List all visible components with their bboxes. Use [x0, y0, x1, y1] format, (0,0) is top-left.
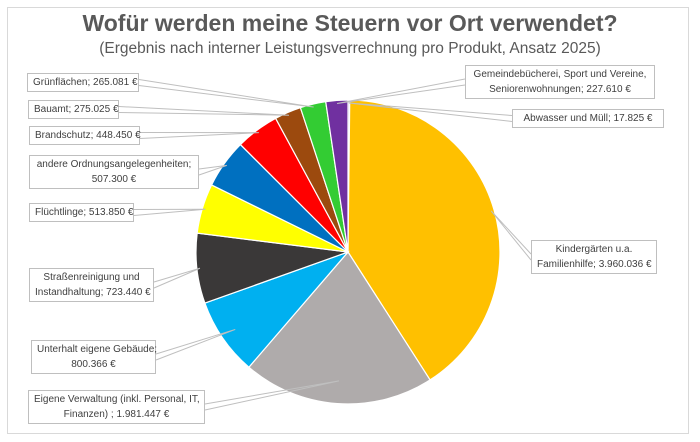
data-label: Brandschutz; 448.450 € — [29, 126, 141, 145]
data-label-line: Straßenreinigung und — [43, 272, 140, 283]
data-label-line: Familienhilfe; 3.960.036 € — [537, 259, 652, 270]
pie-slice — [325, 99, 349, 253]
data-label: Gemeindebücherei, Sport und Vereine, Seni… — [465, 65, 655, 99]
leader-line — [133, 208, 206, 216]
leader-line — [336, 78, 466, 104]
leader-line — [153, 267, 201, 289]
data-label: Straßenreinigung und Instandhaltung; 723.… — [29, 268, 154, 302]
data-label-line: Gemeindebücherei, Sport und Vereine, — [473, 69, 647, 80]
chart-frame — [7, 7, 689, 434]
data-label-line: Flüchtlinge; 513.850 € — [35, 207, 134, 218]
data-label: Bauamt; 275.025 € — [28, 100, 119, 119]
data-label: Flüchtlinge; 513.850 € — [29, 203, 134, 222]
data-label: Eigene Verwaltung (inkl. Personal, IT, Fi… — [28, 390, 205, 424]
data-label-line: Eigene Verwaltung (inkl. Personal, IT, — [34, 394, 200, 405]
leader-line — [118, 106, 290, 116]
chart-title: Wofür werden meine Steuern vor Ort verwe… — [82, 10, 618, 36]
data-label-line: Abwasser und Müll; 17.825 € — [523, 113, 653, 124]
data-label-line: Seniorenwohnungen; 227.610 € — [489, 84, 631, 95]
data-label: andere Ordnungsangelegenheiten; 507.300 € — [29, 155, 199, 189]
chart-subtitle: (Ergebnis nach interner Leistungsverrech… — [99, 40, 601, 57]
data-label-line: Unterhalt eigene Gebäude; — [37, 344, 158, 355]
data-label-line: 507.300 € — [91, 174, 137, 185]
data-label-line: Brandschutz; 448.450 € — [35, 130, 141, 141]
leader-line — [138, 79, 314, 108]
pie-slice — [248, 250, 431, 405]
data-label-line: Kindergärten u.a. — [555, 244, 633, 255]
data-label-line: 800.366 € — [71, 359, 116, 370]
leader-line — [204, 380, 340, 411]
data-label-line: Finanzen) ; 1.981.447 € — [63, 409, 170, 420]
data-label: Abwasser und Müll; 17.825 € — [512, 109, 664, 128]
data-label-line: andere Ordnungsangelegenheiten; — [36, 159, 192, 170]
data-label: Unterhalt eigene Gebäude; 800.366 € — [31, 340, 158, 374]
leader-line — [348, 102, 513, 122]
data-label-line: Bauamt; 275.025 € — [34, 104, 119, 115]
data-label-line: Grünflächen; 265.081 € — [33, 77, 138, 88]
data-label: Kindergärten u.a. Familienhilfe; 3.960.03… — [531, 240, 657, 274]
leader-line — [490, 210, 532, 261]
data-label: Grünflächen; 265.081 € — [27, 73, 139, 92]
data-label-line: Instandhaltung; 723.440 € — [35, 287, 151, 298]
leader-line — [198, 164, 227, 176]
leader-line — [139, 132, 259, 139]
leader-line — [155, 328, 236, 361]
